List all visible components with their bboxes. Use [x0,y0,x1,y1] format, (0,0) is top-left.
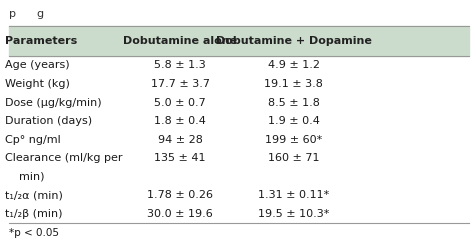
Text: Dobutamine alone: Dobutamine alone [123,36,237,46]
Bar [9,26,469,56]
Text: 1.8 ± 0.4: 1.8 ± 0.4 [154,116,206,126]
Text: Cp° ng/ml: Cp° ng/ml [5,135,61,145]
Text: Dobutamine + Dopamine: Dobutamine + Dopamine [216,36,372,46]
Text: 5.8 ± 1.3: 5.8 ± 1.3 [154,61,206,71]
Text: 160 ± 71: 160 ± 71 [268,153,319,163]
Text: Duration (days): Duration (days) [5,116,92,126]
Text: 17.7 ± 3.7: 17.7 ± 3.7 [151,79,210,89]
Text: *p < 0.05: *p < 0.05 [9,228,59,238]
Text: 199 ± 60*: 199 ± 60* [265,135,322,145]
Text: Dose (μg/kg/min): Dose (μg/kg/min) [5,98,101,108]
Text: 30.0 ± 19.6: 30.0 ± 19.6 [147,209,213,219]
Text: Clearance (ml/kg per: Clearance (ml/kg per [5,153,122,163]
Text: 4.9 ± 1.2: 4.9 ± 1.2 [268,61,320,71]
Text: 135 ± 41: 135 ± 41 [155,153,206,163]
Text: 5.0 ± 0.7: 5.0 ± 0.7 [154,98,206,108]
Text: 1.31 ± 0.11*: 1.31 ± 0.11* [258,190,329,200]
Text: t₁/₂β (min): t₁/₂β (min) [5,209,62,219]
Text: 94 ± 28: 94 ± 28 [158,135,202,145]
Text: p      g: p g [9,9,45,19]
Text: t₁/₂α (min): t₁/₂α (min) [5,190,63,200]
Text: min): min) [5,172,44,182]
Text: 8.5 ± 1.8: 8.5 ± 1.8 [268,98,320,108]
Text: Parameters: Parameters [5,36,77,46]
Text: Age (years): Age (years) [5,61,69,71]
Text: 19.1 ± 3.8: 19.1 ± 3.8 [264,79,323,89]
Text: 1.9 ± 0.4: 1.9 ± 0.4 [268,116,320,126]
Text: 1.78 ± 0.26: 1.78 ± 0.26 [147,190,213,200]
Text: 19.5 ± 10.3*: 19.5 ± 10.3* [258,209,329,219]
Text: Weight (kg): Weight (kg) [5,79,70,89]
